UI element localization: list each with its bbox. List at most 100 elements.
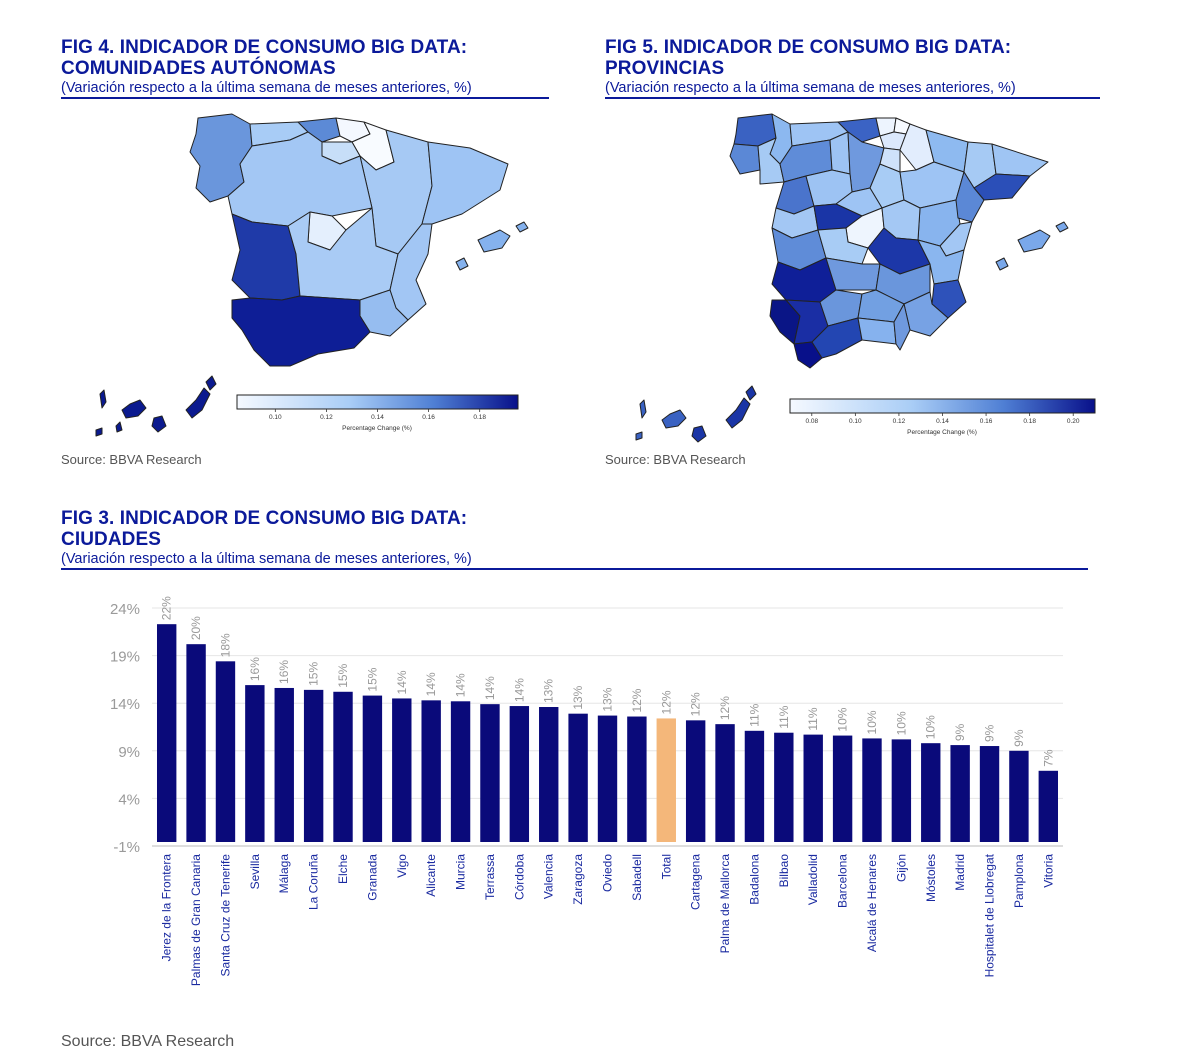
map-province-almeria — [893, 303, 911, 351]
fig4-colorbar-label: Percentage Change (%) — [342, 425, 412, 432]
bar-value-label: 13% — [542, 679, 556, 703]
fig5-title: FIG 5. INDICADOR DE CONSUMO BIG DATA: PR… — [605, 37, 1011, 79]
bar-value-label: 13% — [571, 685, 585, 709]
bar-value-label: 12% — [689, 692, 703, 716]
map-region-baleares — [477, 229, 511, 253]
fig5-colorbar-tick: 0.20 — [1067, 418, 1080, 425]
bar-value-label: 10% — [894, 711, 908, 735]
map-province-alicante — [931, 279, 967, 319]
map-province-canarias — [639, 399, 647, 419]
x-category-label: Hospitalet de Llobregat — [983, 853, 997, 977]
bar — [333, 691, 353, 842]
x-category-label: Gijón — [894, 854, 908, 882]
x-category-label: Alicante — [424, 854, 438, 897]
map-province-granada — [857, 317, 897, 345]
bar — [1038, 770, 1059, 842]
bar-value-label: 15% — [307, 662, 321, 686]
y-tick-label: 24% — [110, 601, 140, 618]
fig4-colorbar-tick: 0.14 — [371, 414, 384, 421]
bar-value-label: 16% — [248, 657, 262, 681]
bar — [597, 715, 618, 842]
bar — [421, 700, 441, 842]
fig4-colorbar-tick: 0.16 — [422, 414, 435, 421]
x-category-label: Sabadell — [630, 854, 644, 901]
x-category-label: Vitoria — [1041, 854, 1055, 888]
y-tick-label: -1% — [113, 839, 140, 856]
bar-value-label: 9% — [953, 723, 967, 741]
map-province-baleares — [1017, 229, 1051, 253]
fig5-title-line1: FIG 5. INDICADOR DE CONSUMO BIG DATA: — [605, 37, 1012, 58]
fig3-title-line1: FIG 3. INDICADOR DE CONSUMO BIG DATA: — [61, 508, 468, 529]
fig5-colorbar-tick: 0.14 — [936, 418, 949, 425]
fig5-source: Source: BBVA Research — [605, 452, 746, 467]
bar — [480, 704, 500, 842]
fig5-colorbar-tick: 0.10 — [849, 418, 862, 425]
map-province-palencia — [829, 131, 851, 175]
bar-value-label: 11% — [777, 705, 791, 728]
map-region-cataluna — [421, 141, 509, 225]
fig5-colorbar-tick: 0.12 — [893, 418, 906, 425]
fig4-colorbar-tick: 0.10 — [269, 414, 282, 421]
x-category-label: Barcelona — [836, 854, 850, 908]
bar-value-label: 9% — [983, 724, 997, 742]
x-category-label: Badalona — [747, 854, 761, 905]
fig4-map — [95, 113, 529, 437]
bar — [921, 743, 941, 842]
map-region-canarias — [99, 389, 107, 409]
x-category-label: Granada — [365, 854, 379, 901]
bar-value-label: 14% — [424, 672, 438, 696]
bar — [450, 701, 471, 842]
bar — [1009, 750, 1029, 842]
fig5-subtitle: (Variación respecto a la última semana d… — [605, 80, 1016, 96]
bar-total — [656, 718, 676, 842]
map-region-cantabria — [297, 117, 341, 143]
x-category-label: Córdoba — [512, 854, 526, 900]
bar-value-label: 12% — [659, 690, 673, 714]
x-category-label: Oviedo — [601, 854, 615, 892]
fig5-title-line2: PROVINCIAS — [605, 58, 725, 79]
bar — [539, 707, 559, 842]
bar-value-label: 12% — [630, 688, 644, 712]
y-tick-label: 9% — [118, 744, 140, 761]
x-category-label: Jerez de la Frontera — [160, 854, 174, 962]
x-category-label: Palmas de Gran Canaria — [189, 854, 203, 986]
bar-value-label: 16% — [277, 660, 291, 684]
bar — [274, 687, 294, 842]
x-category-label: Pamplona — [1012, 854, 1026, 908]
x-category-label: Total — [659, 854, 673, 879]
bar — [685, 720, 706, 842]
bar — [891, 739, 912, 842]
bar — [627, 716, 647, 842]
fig5-colorbar-tick: 0.18 — [1023, 418, 1036, 425]
bar-value-label: 14% — [512, 678, 526, 702]
bar-value-label: 22% — [160, 596, 174, 620]
bar-value-label: 11% — [747, 703, 761, 726]
fig3-title-line2: CIUDADES — [61, 529, 162, 550]
bar — [803, 734, 823, 842]
bar — [186, 644, 206, 842]
fig3-bar-chart: 24% 19% 14% 9% 4% -1% 22% 20% 18% 16% 16% 15% 15% 15… — [110, 596, 1063, 986]
x-category-label: Madrid — [953, 854, 967, 891]
bar — [245, 685, 265, 842]
y-tick-label: 19% — [110, 649, 140, 666]
bar-value-label: 15% — [365, 667, 379, 691]
map-province-barcelona — [973, 173, 1031, 201]
x-category-label: Zaragoza — [571, 854, 585, 905]
bar — [744, 730, 765, 842]
bar-value-label: 14% — [454, 673, 468, 697]
bar — [832, 735, 853, 842]
fig5-colorbar-label: Percentage Change (%) — [907, 429, 977, 436]
x-category-label: Móstoles — [924, 854, 938, 902]
bar — [862, 738, 882, 842]
map-province-girona — [991, 143, 1049, 177]
fig3-source: Source: BBVA Research — [61, 1033, 235, 1050]
fig3-subtitle: (Variación respecto a la última semana d… — [61, 551, 472, 567]
bar-value-label: 14% — [395, 670, 409, 694]
x-category-label: Alcalá de Henares — [865, 854, 879, 952]
x-category-label: Santa Cruz de Tenerife — [218, 854, 232, 977]
fig4-title: FIG 4. INDICADOR DE CONSUMO BIG DATA: CO… — [61, 37, 467, 79]
map-province-cantabria — [837, 117, 881, 143]
fig5-divider — [605, 97, 1100, 99]
bar-value-label: 10% — [924, 715, 938, 739]
x-category-label: Vigo — [395, 854, 409, 878]
